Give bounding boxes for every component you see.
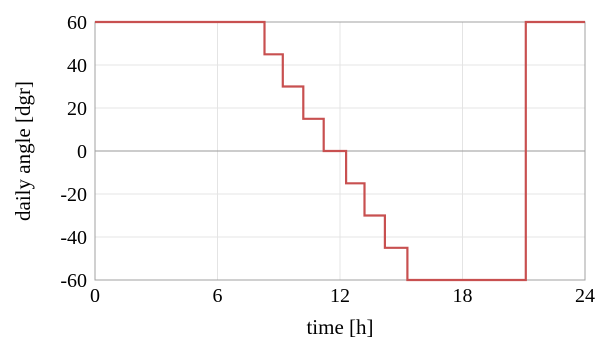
y-tick-labels: 60 40 20 0 -20 -40 -60: [60, 12, 87, 292]
series-layer: [95, 20, 585, 282]
x-tick-label-4: 24: [575, 285, 595, 307]
x-tick-label-1: 6: [213, 285, 223, 307]
y-axis-title: daily angle [dgr]: [11, 81, 35, 221]
y-tick-label-1: 40: [67, 55, 87, 77]
x-axis-title: time [h]: [306, 315, 373, 339]
y-tick-label-3: 0: [77, 141, 87, 163]
y-tick-label-5: -40: [60, 227, 87, 249]
y-tick-label-0: 60: [67, 12, 87, 34]
series-line-0: [95, 20, 585, 282]
x-tick-label-0: 0: [90, 285, 100, 307]
y-tick-label-2: 20: [67, 98, 87, 120]
y-tick-label-6: -60: [60, 270, 87, 292]
y-tick-label-4: -20: [60, 184, 87, 206]
x-tick-labels: 0 6 12 18 24: [90, 285, 595, 307]
x-tick-label-3: 18: [453, 285, 473, 307]
x-tick-label-2: 12: [330, 285, 350, 307]
plot-frame: [94, 21, 586, 281]
